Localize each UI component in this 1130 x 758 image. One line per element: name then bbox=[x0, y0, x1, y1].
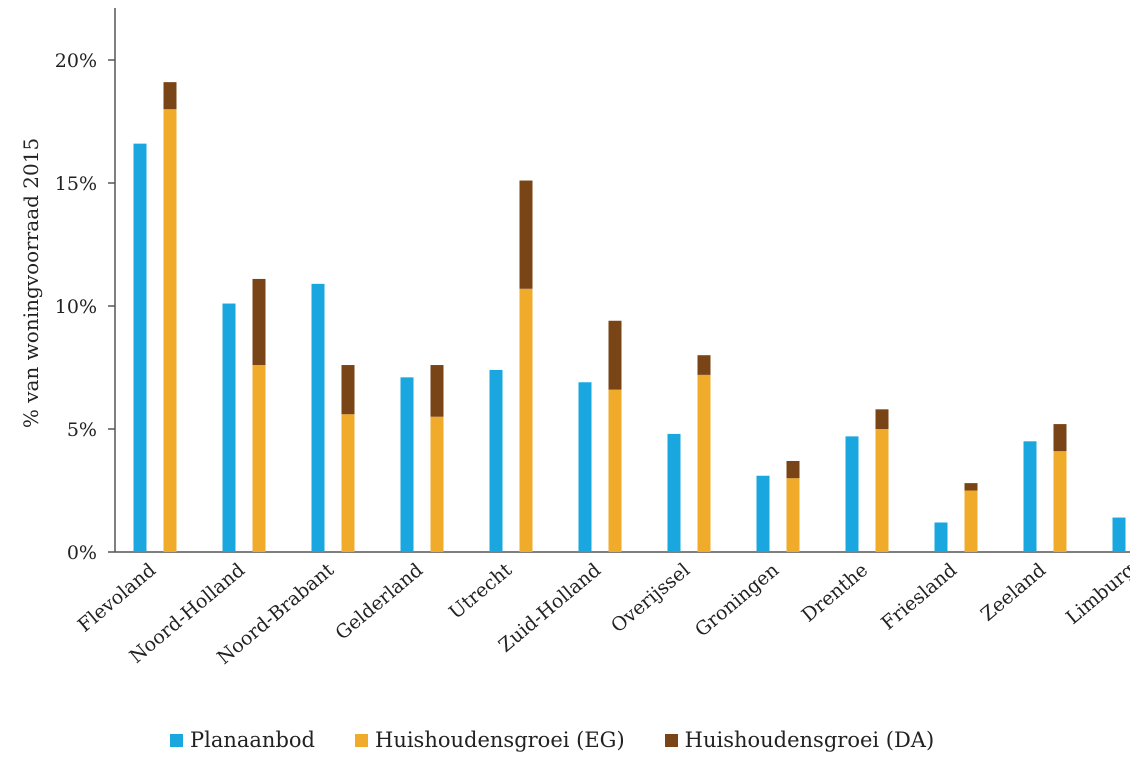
bar-eg-zuid-holland bbox=[608, 389, 622, 552]
y-ticks: 0% 5% 10% 15% 20% bbox=[55, 50, 115, 564]
bar-planaanbod-zuid-holland bbox=[578, 382, 592, 552]
bar-da-zeeland bbox=[1053, 424, 1067, 452]
bar-eg-noord-holland bbox=[252, 365, 266, 552]
bar-eg-friesland bbox=[964, 490, 978, 552]
bar-da-flevoland bbox=[163, 82, 177, 110]
bar-eg-groningen bbox=[786, 478, 800, 552]
legend-swatch-da bbox=[664, 733, 678, 747]
x-label-utrecht: Utrecht bbox=[445, 559, 516, 624]
bar-eg-zeeland bbox=[1053, 451, 1067, 552]
bar-planaanbod-noord-brabant bbox=[311, 283, 325, 552]
bar-planaanbod-drenthe bbox=[845, 436, 859, 552]
bar-eg-utrecht bbox=[519, 288, 533, 552]
legend-label-da: Huishoudensgroei (DA) bbox=[684, 728, 935, 752]
y-tick-label: 20% bbox=[55, 50, 97, 72]
bar-eg-noord-brabant bbox=[341, 414, 355, 552]
y-tick-label: 5% bbox=[67, 419, 97, 441]
bar-planaanbod-limburg bbox=[1112, 517, 1126, 552]
legend: Planaanbod Huishoudensgroei (EG) Huishou… bbox=[170, 728, 934, 752]
bar-eg-gelderland bbox=[430, 416, 444, 552]
y-tick-label: 10% bbox=[55, 296, 97, 318]
legend-swatch-planaanbod bbox=[170, 733, 183, 747]
bar-planaanbod-flevoland bbox=[133, 143, 147, 552]
bar-planaanbod-gelderland bbox=[400, 377, 414, 552]
x-label-groningen: Groningen bbox=[691, 559, 783, 641]
legend-item-da: Huishoudensgroei (DA) bbox=[664, 728, 935, 752]
x-label-gelderland: Gelderland bbox=[331, 559, 427, 645]
bar-da-noord-holland bbox=[252, 278, 266, 366]
legend-label-eg: Huishoudensgroei (EG) bbox=[375, 728, 625, 752]
x-label-drenthe: Drenthe bbox=[798, 559, 873, 627]
bar-planaanbod-friesland bbox=[934, 522, 948, 552]
bar-da-groningen bbox=[786, 460, 800, 479]
bar-da-utrecht bbox=[519, 180, 533, 289]
bar-da-overijssel bbox=[697, 355, 711, 375]
legend-label-planaanbod: Planaanbod bbox=[190, 728, 315, 752]
legend-swatch-eg bbox=[355, 733, 368, 747]
bar-da-zuid-holland bbox=[608, 320, 622, 390]
bar-eg-drenthe bbox=[875, 429, 889, 552]
x-label-flevoland: Flevoland bbox=[74, 559, 161, 637]
bar-eg-flevoland bbox=[163, 109, 177, 552]
bar-planaanbod-zeeland bbox=[1023, 441, 1037, 552]
y-tick-label: 0% bbox=[67, 542, 97, 564]
bar-planaanbod-overijssel bbox=[667, 433, 681, 552]
bar-planaanbod-utrecht bbox=[489, 369, 503, 552]
bar-eg-overijssel bbox=[697, 374, 711, 552]
x-label-friesland: Friesland bbox=[877, 559, 961, 634]
bar-da-drenthe bbox=[875, 409, 889, 429]
bar-planaanbod-groningen bbox=[756, 475, 770, 552]
bar-da-gelderland bbox=[430, 365, 444, 417]
bar-da-noord-brabant bbox=[341, 365, 355, 415]
x-label-zeeland: Zeeland bbox=[977, 559, 1051, 626]
y-tick-label: 15% bbox=[55, 173, 97, 195]
bar-planaanbod-noord-holland bbox=[222, 303, 236, 552]
bars bbox=[133, 82, 1126, 552]
x-label-overijssel: Overijssel bbox=[607, 559, 694, 637]
chart: % van woningvoorraad 2015 0%5%10%15%20% … bbox=[19, 8, 1130, 669]
bar-da-friesland bbox=[964, 483, 978, 491]
legend-item-eg: Huishoudensgroei (EG) bbox=[355, 728, 625, 752]
legend-item-planaanbod: Planaanbod bbox=[170, 728, 315, 752]
y-axis-title: % van woningvoorraad 2015 bbox=[19, 138, 43, 428]
x-labels: FlevolandNoord-HollandNoord-BrabantGelde… bbox=[74, 559, 1130, 669]
x-label-limburg: Limburg bbox=[1062, 559, 1130, 629]
